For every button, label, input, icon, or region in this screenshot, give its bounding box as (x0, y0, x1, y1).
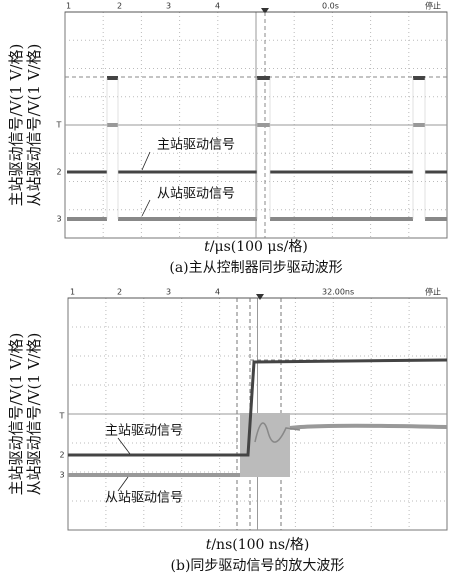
figure: 12340.0s停止T23主站驱动信号/V(1 V/格)从站驱动信号/V(1 V… (0, 0, 452, 581)
top-label: 停止 (425, 287, 441, 297)
caption: (b)同步驱动信号的放大波形 (171, 558, 345, 574)
y-axis-label: 从站驱动信号/V(1 V/格) (25, 333, 43, 496)
top-label: 2 (117, 288, 122, 297)
top-label: 32.00ns (322, 288, 354, 297)
annotation: 从站驱动信号 (105, 491, 183, 506)
top-label: 4 (215, 288, 220, 297)
top-label: 1 (66, 2, 71, 11)
annotation: 主站驱动信号 (105, 424, 183, 439)
annotation: 从站驱动信号 (157, 187, 235, 202)
top-label: 0.0s (322, 2, 339, 11)
top-label: 3 (166, 2, 171, 11)
channel-marker: 3 (56, 215, 61, 224)
top-label: 3 (166, 288, 171, 297)
caption: (a)主从控制器同步驱动波形 (169, 260, 342, 276)
y-axis-label: 主站驱动信号/V(1 V/格) (7, 333, 25, 496)
channel-marker: 3 (59, 471, 64, 480)
y-axis-label: 从站驱动信号/V(1 V/格) (25, 44, 43, 207)
y-axis-label: 主站驱动信号/V(1 V/格) (7, 44, 25, 207)
top-label: 停止 (425, 1, 441, 11)
top-label: 1 (70, 288, 75, 297)
x-axis-label: t/ns(100 ns/格) (206, 537, 310, 553)
x-axis-unit: /ns(100 ns/格) (211, 537, 309, 553)
top-label: 4 (215, 2, 220, 11)
channel-marker: T (56, 121, 62, 130)
channel-marker: 2 (56, 168, 61, 177)
top-label: 2 (117, 2, 122, 11)
channel-marker: T (59, 412, 65, 421)
x-axis-unit: /μs(100 μs/格) (210, 239, 308, 255)
channel-marker: 2 (59, 451, 64, 460)
annotation: 主站驱动信号 (157, 138, 235, 153)
x-axis-label: t/μs(100 μs/格) (204, 239, 308, 255)
waveform (290, 426, 447, 428)
